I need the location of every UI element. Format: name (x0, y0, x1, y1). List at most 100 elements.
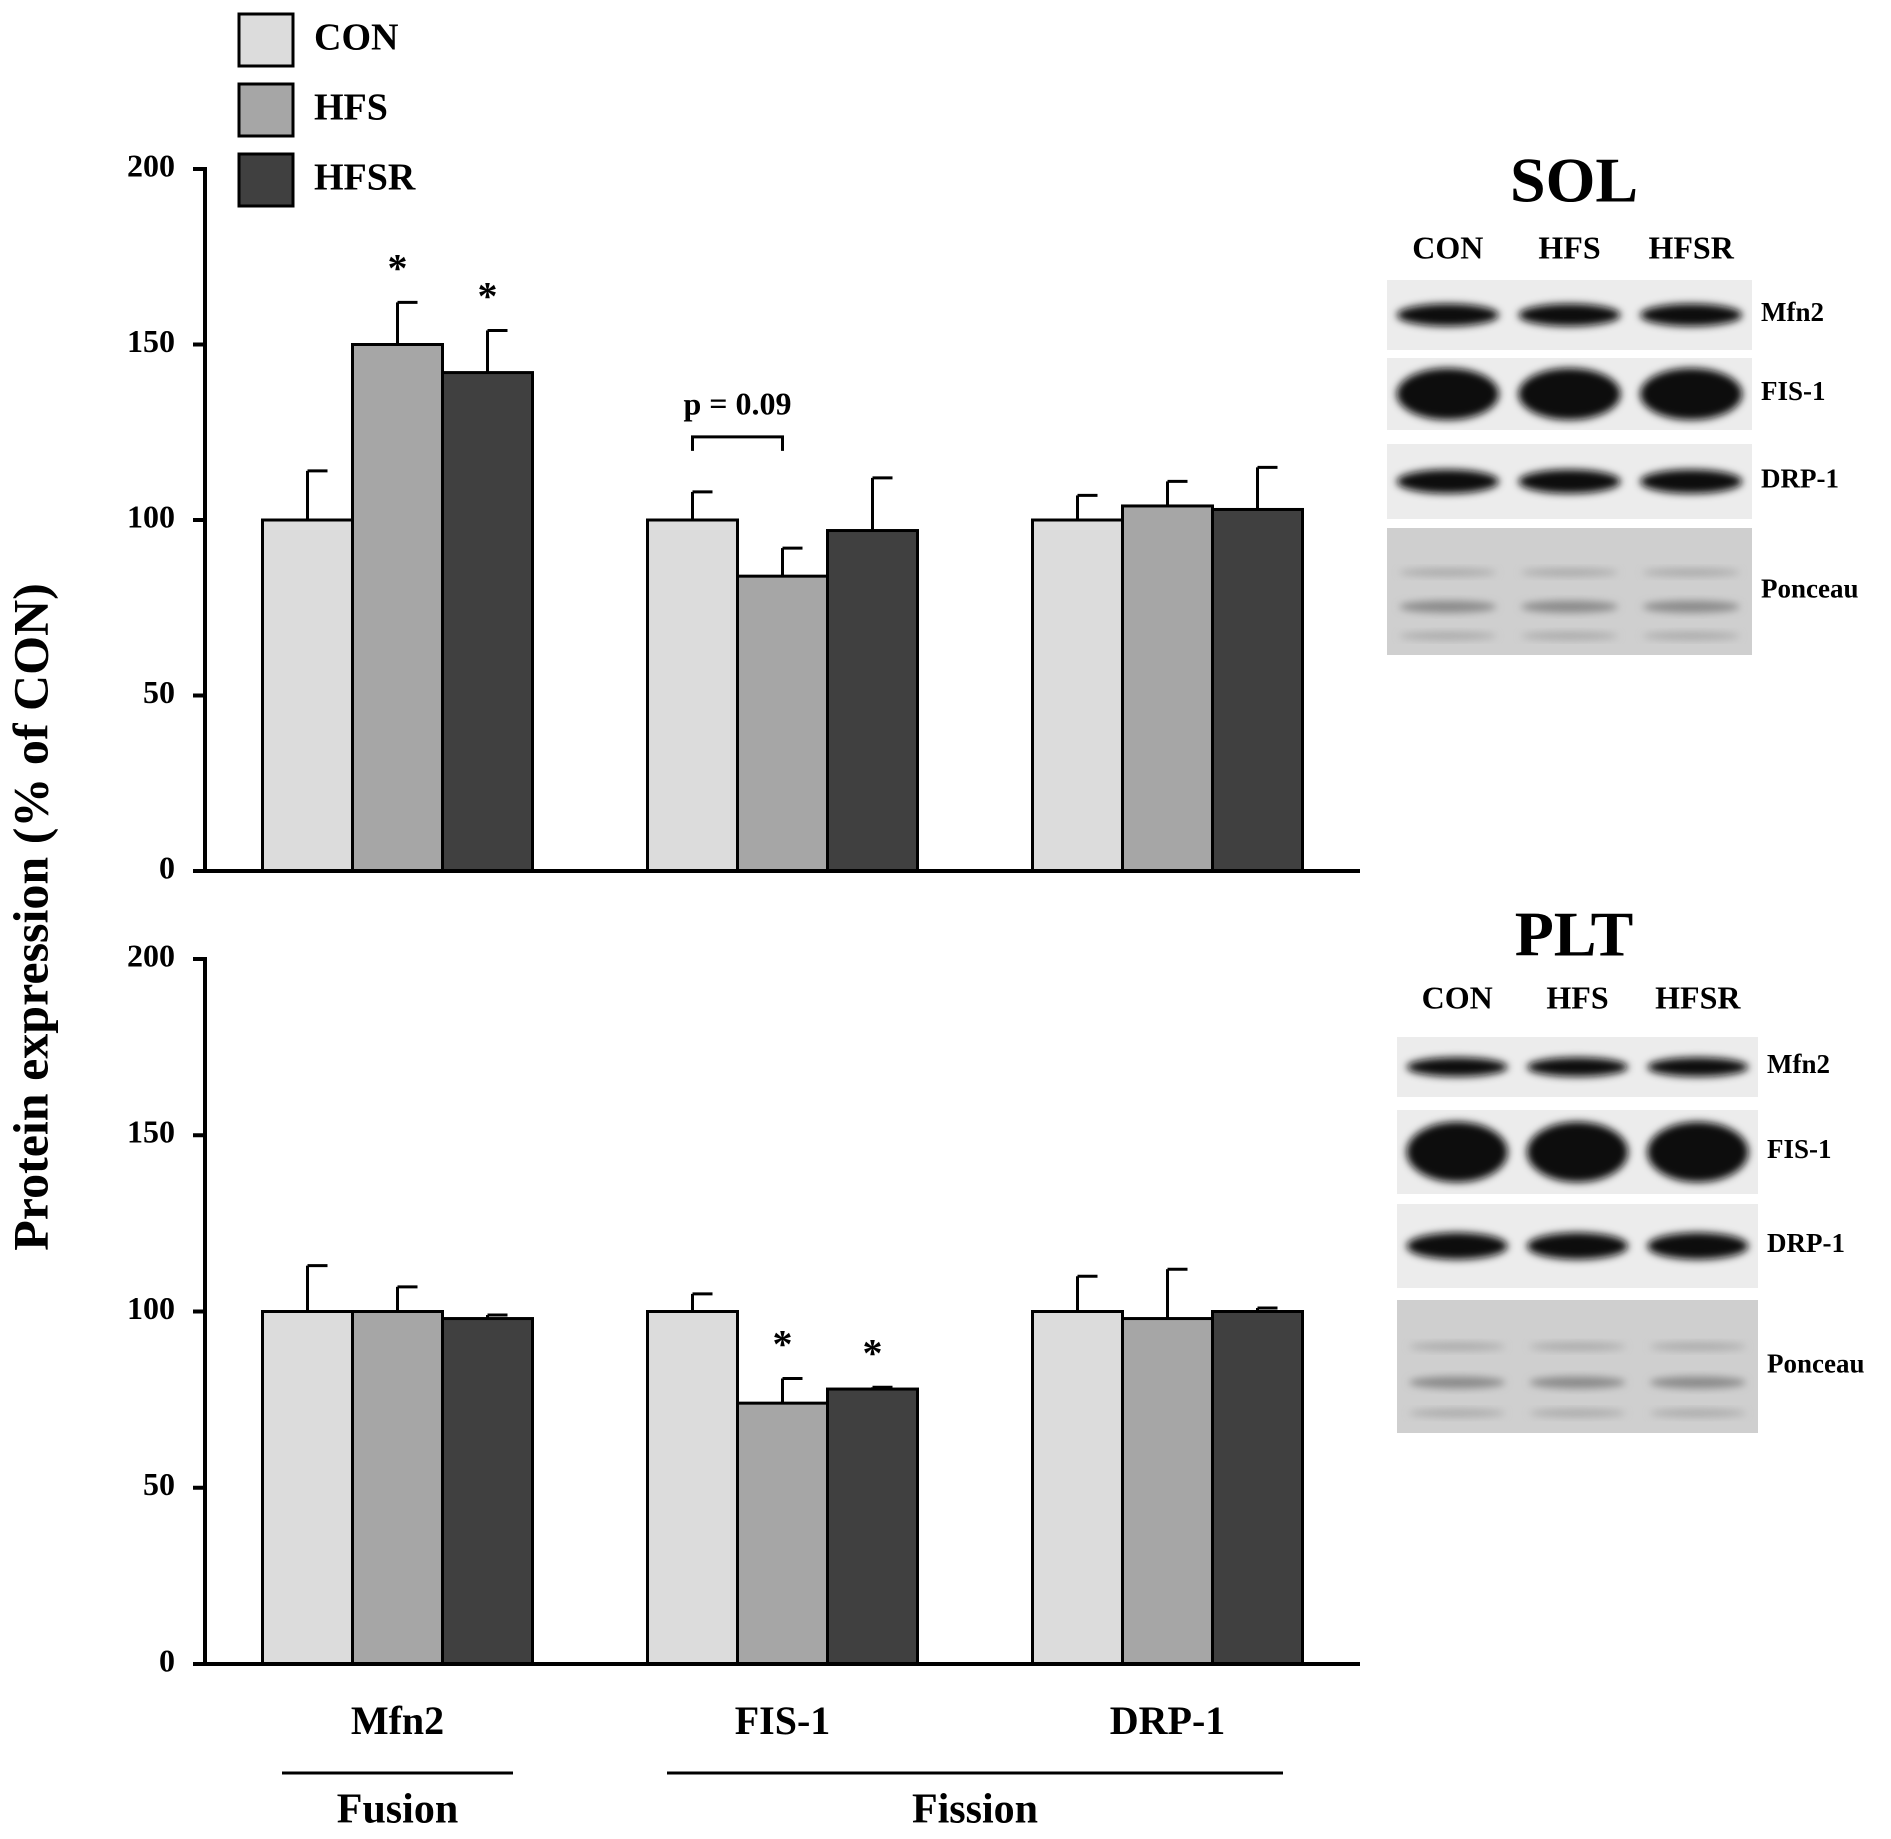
blot-band (1520, 568, 1619, 577)
significance-mark: * (863, 1330, 883, 1375)
y-tick-label: 0 (159, 849, 175, 885)
blot-band (1647, 1057, 1749, 1077)
bar (441, 1317, 534, 1666)
blot-band (1406, 1057, 1508, 1077)
blot-band (1396, 368, 1499, 420)
legend-label: CON (314, 17, 398, 59)
blot-band (1642, 568, 1740, 577)
blot-band (1396, 303, 1499, 327)
y-tick-label: 50 (143, 1466, 175, 1502)
blot-band (1647, 1121, 1749, 1183)
x-tick-label: DRP-1 (1110, 1698, 1226, 1743)
bar (1211, 1310, 1304, 1666)
blot-band (1642, 631, 1740, 640)
bar (1121, 504, 1214, 873)
band-label: Ponceau (1761, 574, 1859, 604)
blot-band (1640, 469, 1743, 494)
blot-band (1399, 568, 1497, 577)
bar (1121, 1317, 1214, 1666)
y-tick-label: 0 (159, 1642, 175, 1678)
blot-band (1642, 600, 1740, 613)
blot-band (1399, 631, 1497, 640)
y-tick-label: 150 (127, 323, 175, 359)
blot-band (1520, 631, 1619, 640)
bar (1031, 518, 1124, 873)
y-tick-label: 50 (143, 674, 175, 710)
x-tick-label: FIS-1 (735, 1698, 831, 1743)
blot-band (1526, 1121, 1629, 1183)
blot-band (1640, 303, 1743, 327)
band-label: Ponceau (1767, 1349, 1865, 1379)
bar (441, 371, 534, 873)
blot-title: SOL (1510, 145, 1638, 216)
blot-band (1396, 469, 1499, 494)
blot-title: PLT (1515, 899, 1634, 970)
group-label: Fusion (337, 1787, 458, 1833)
blot-band (1526, 1232, 1629, 1260)
lane-label: HFSR (1648, 229, 1734, 265)
bar (351, 343, 444, 873)
blot-band (1526, 1057, 1629, 1077)
bar (1211, 507, 1304, 873)
lane-label: CON (1422, 979, 1493, 1015)
blot-band (1649, 1342, 1746, 1351)
lane-label: HFS (1538, 229, 1600, 265)
bar (261, 518, 354, 873)
y-axis-label: Protein expression (% of CON) (2, 583, 58, 1251)
y-tick-label: 150 (127, 1114, 175, 1150)
blot-band (1529, 1376, 1626, 1389)
blot-band (1409, 1342, 1506, 1351)
legend-label: HFS (314, 87, 388, 129)
blot-band (1647, 1232, 1749, 1260)
blot-band (1529, 1342, 1626, 1351)
band-label: FIS-1 (1761, 376, 1826, 406)
legend-swatch (237, 12, 295, 68)
band-label: DRP-1 (1767, 1228, 1845, 1258)
bar (1031, 1310, 1124, 1666)
blot-band (1649, 1409, 1746, 1418)
significance-mark: * (773, 1322, 793, 1367)
bracket (691, 435, 784, 451)
bar (646, 518, 739, 873)
bar (646, 1310, 739, 1666)
blot-band (1649, 1376, 1746, 1389)
y-tick-label: 200 (127, 147, 175, 183)
blot-band (1406, 1232, 1508, 1260)
bar (826, 1387, 919, 1666)
blot-band (1409, 1376, 1506, 1389)
blot-band (1529, 1409, 1626, 1418)
blot-band (1406, 1121, 1508, 1183)
band-label: Mfn2 (1767, 1049, 1830, 1079)
blot-band (1518, 469, 1621, 494)
lane-label: HFSR (1655, 979, 1741, 1015)
blot-band (1640, 368, 1743, 420)
y-tick-label: 100 (127, 1290, 175, 1326)
bar (261, 1310, 354, 1666)
blot-band (1518, 368, 1621, 420)
band-label: DRP-1 (1761, 464, 1839, 494)
bar (826, 529, 919, 873)
significance-mark: * (478, 274, 498, 319)
blot-band (1409, 1409, 1506, 1418)
bar (736, 1401, 829, 1666)
band-label: Mfn2 (1761, 297, 1824, 327)
bar (351, 1310, 444, 1666)
blot-band (1520, 600, 1619, 613)
x-tick-label: Mfn2 (351, 1698, 444, 1743)
lane-label: CON (1412, 229, 1483, 265)
y-tick-label: 200 (127, 937, 175, 973)
bar (736, 574, 829, 873)
legend-label: HFSR (314, 157, 416, 199)
bracket-label: p = 0.09 (683, 385, 791, 421)
lane-label: HFS (1546, 979, 1608, 1015)
legend-swatch (237, 152, 295, 208)
y-tick-label: 100 (127, 498, 175, 534)
band-label: FIS-1 (1767, 1134, 1832, 1164)
legend-swatch (237, 82, 295, 138)
significance-mark: * (388, 246, 408, 291)
group-label: Fission (912, 1787, 1038, 1833)
blot-band (1518, 303, 1621, 327)
blot-band (1399, 600, 1497, 613)
